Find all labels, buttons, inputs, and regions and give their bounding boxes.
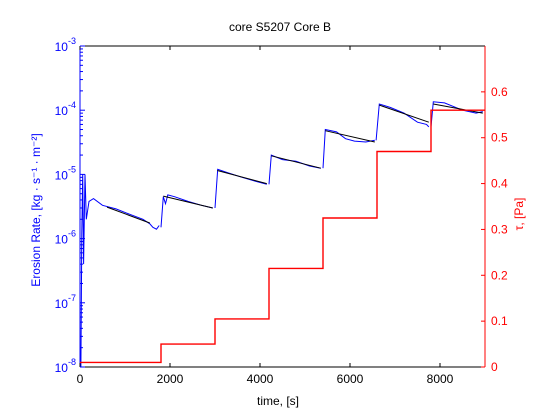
y-left-tick-label: 10-4 — [55, 100, 76, 118]
fit-line-segment — [106, 206, 150, 224]
fit-line-segment — [163, 195, 213, 209]
erosion-rate-segment — [214, 168, 267, 209]
erosion-rate-segment — [430, 101, 483, 127]
fit-line-segment — [217, 170, 267, 185]
fit-line-segment — [271, 155, 321, 169]
x-tick-label: 2000 — [157, 372, 184, 386]
x-tick-label: 6000 — [337, 372, 364, 386]
y-left-tick-label: 10-7 — [55, 293, 76, 311]
chart-marks: 0 2000 4000 6000 8000 10-8 10-7 10-6 10-5 10-4 10-… — [55, 36, 508, 386]
y-right-tick-label: 0 — [491, 360, 498, 374]
y-right-tick-label: 0.3 — [491, 222, 508, 236]
shear-stress-line — [80, 109, 485, 364]
fit-line-segment — [325, 130, 375, 143]
y-axis-label-right: τ, [Pa] — [512, 198, 526, 231]
y-left-tick-label: 10-6 — [55, 229, 76, 247]
erosion-rate-segment — [268, 154, 321, 185]
erosion-rate-segment — [80, 174, 160, 368]
y-right-tick-label: 0.1 — [491, 314, 508, 328]
y-left-tick-label: 10-5 — [55, 164, 76, 182]
x-tick-label: 8000 — [427, 372, 454, 386]
x-axis-label: time, [s] — [257, 394, 299, 408]
chart-title: core S5207 Core B — [229, 20, 331, 34]
x-tick-label: 4000 — [247, 372, 274, 386]
erosion-rate-segment — [160, 194, 213, 228]
y-right-tick-label: 0.4 — [491, 177, 508, 191]
y-left-tick-label: 10-8 — [55, 357, 76, 375]
fit-line-segment — [379, 104, 429, 123]
erosion-rate-segment — [322, 128, 375, 169]
y-right-tick-label: 0.6 — [491, 85, 508, 99]
y-axis-label-left: Erosion Rate, [kg · s⁻¹ · m⁻²] — [29, 133, 43, 286]
erosion-rate-segment — [375, 103, 430, 141]
y-right-tick-label: 0.5 — [491, 131, 508, 145]
y-right-tick-label: 0.2 — [491, 268, 508, 282]
y-left-tick-label: 10-3 — [55, 36, 76, 54]
x-tick-label: 0 — [77, 372, 84, 386]
fit-line-segment — [433, 103, 483, 114]
